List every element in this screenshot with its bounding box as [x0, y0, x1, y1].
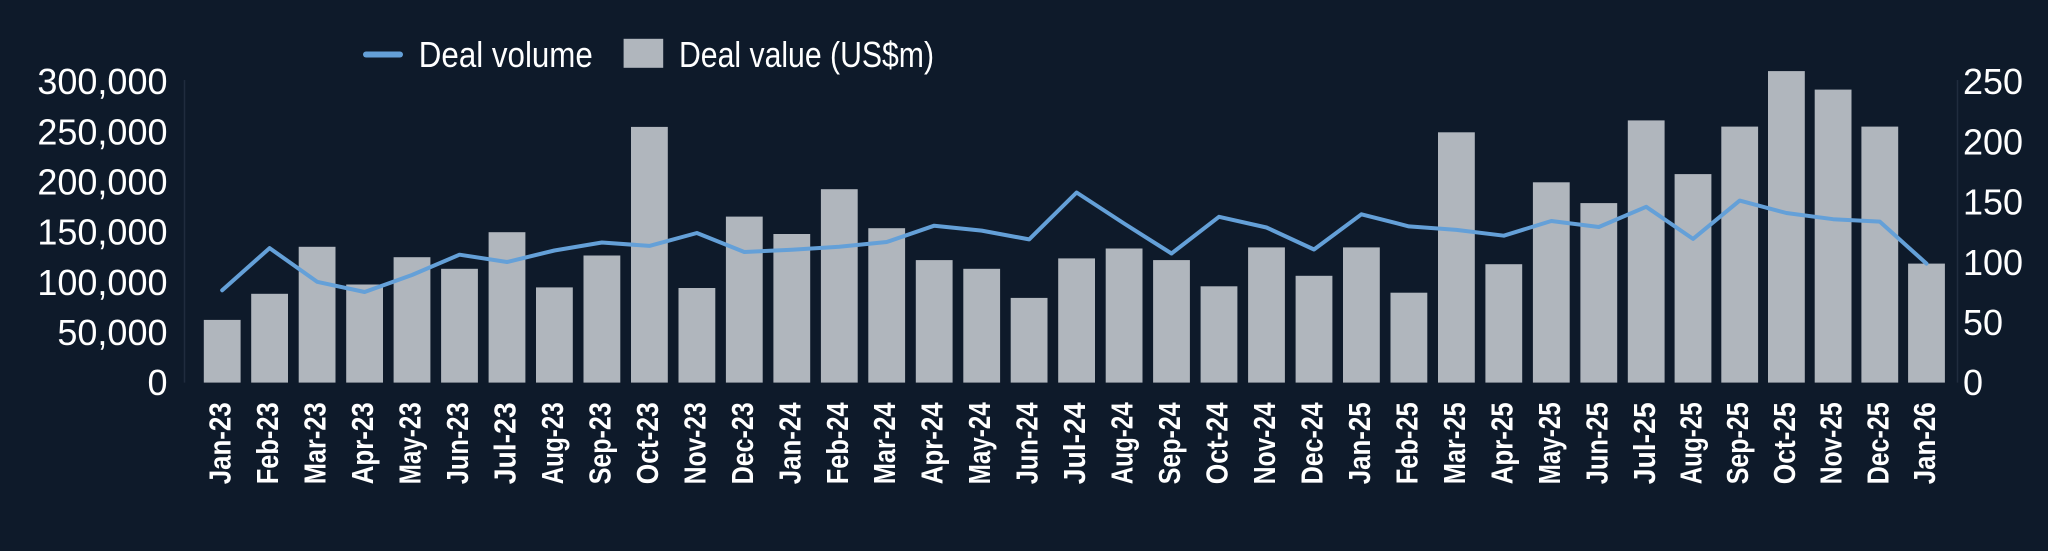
svg-text:May-25: May-25 — [1532, 402, 1567, 484]
svg-text:250: 250 — [1963, 61, 2023, 102]
svg-text:Sep-23: Sep-23 — [582, 402, 617, 484]
svg-text:150: 150 — [1963, 182, 2023, 223]
svg-text:Aug-24: Aug-24 — [1105, 402, 1140, 485]
svg-text:Feb-25: Feb-25 — [1389, 402, 1424, 484]
svg-text:Apr-25: Apr-25 — [1484, 402, 1519, 484]
svg-text:Deal volume: Deal volume — [419, 34, 593, 75]
svg-text:Jun-25: Jun-25 — [1579, 402, 1614, 484]
svg-text:Mar-24: Mar-24 — [867, 402, 902, 485]
svg-text:Sep-24: Sep-24 — [1152, 402, 1187, 485]
svg-text:Mar-23: Mar-23 — [298, 402, 333, 484]
svg-text:Jun-23: Jun-23 — [440, 402, 475, 484]
svg-text:Oct-24: Oct-24 — [1200, 402, 1235, 485]
svg-text:Jun-24: Jun-24 — [1010, 402, 1045, 485]
svg-text:Apr-23: Apr-23 — [345, 402, 380, 484]
svg-text:Jul-24: Jul-24 — [1057, 402, 1092, 485]
svg-text:Jan-25: Jan-25 — [1342, 402, 1377, 484]
svg-text:Sep-25: Sep-25 — [1720, 402, 1755, 484]
svg-text:100,000: 100,000 — [37, 262, 167, 303]
svg-text:Nov-25: Nov-25 — [1814, 402, 1849, 484]
svg-text:Oct-23: Oct-23 — [630, 402, 665, 484]
svg-text:200: 200 — [1963, 121, 2023, 162]
svg-text:100: 100 — [1963, 242, 2023, 283]
svg-text:50,000: 50,000 — [57, 312, 167, 353]
svg-text:300,000: 300,000 — [37, 61, 167, 102]
svg-text:May-23: May-23 — [393, 402, 428, 484]
svg-text:May-24: May-24 — [962, 402, 997, 485]
svg-text:0: 0 — [1963, 362, 1983, 403]
svg-text:Jul-25: Jul-25 — [1627, 402, 1662, 484]
svg-text:Mar-25: Mar-25 — [1437, 402, 1472, 484]
svg-text:250,000: 250,000 — [37, 111, 167, 152]
svg-text:Dec-23: Dec-23 — [725, 402, 760, 484]
svg-text:Feb-23: Feb-23 — [250, 402, 285, 484]
svg-text:Deal value (US$m): Deal value (US$m) — [679, 34, 934, 75]
svg-text:Feb-24: Feb-24 — [820, 402, 855, 485]
svg-text:50: 50 — [1963, 302, 2003, 343]
svg-text:150,000: 150,000 — [37, 212, 167, 253]
svg-text:0: 0 — [147, 362, 167, 403]
svg-text:Jan-23: Jan-23 — [203, 402, 238, 484]
svg-text:Nov-24: Nov-24 — [1247, 402, 1282, 485]
svg-text:Nov-23: Nov-23 — [677, 402, 712, 484]
svg-text:Jan-24: Jan-24 — [772, 402, 807, 485]
svg-text:Aug-23: Aug-23 — [535, 402, 570, 484]
svg-text:Aug-25: Aug-25 — [1674, 402, 1709, 484]
svg-text:200,000: 200,000 — [37, 162, 167, 203]
svg-text:Jan-26: Jan-26 — [1907, 402, 1942, 484]
svg-text:Apr-24: Apr-24 — [915, 402, 950, 485]
svg-text:Jul-23: Jul-23 — [488, 402, 523, 484]
svg-text:Dec-24: Dec-24 — [1295, 402, 1330, 485]
svg-text:Dec-25: Dec-25 — [1860, 402, 1895, 484]
svg-text:Oct-25: Oct-25 — [1767, 402, 1802, 484]
